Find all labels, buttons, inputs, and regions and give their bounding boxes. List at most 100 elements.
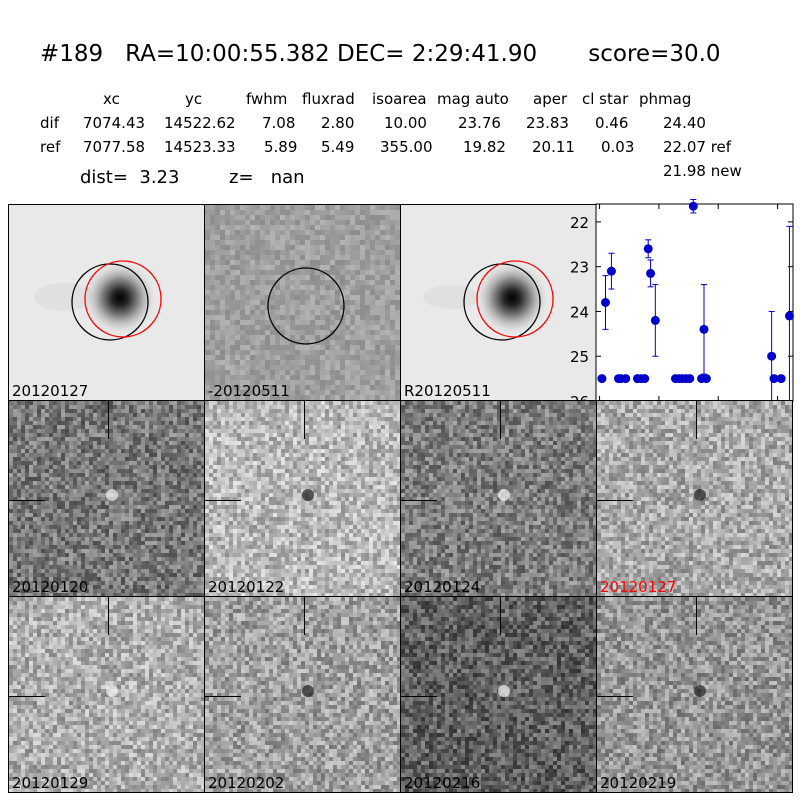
col-mag-auto: mag auto	[437, 90, 509, 108]
panel-label: R20120511	[404, 383, 491, 400]
row-dif-clstar: 0.46	[595, 114, 628, 132]
crosshair-vertical	[696, 597, 697, 635]
ref-r-image	[401, 205, 596, 400]
phmag-new: 21.98 new	[663, 162, 742, 180]
data-point	[600, 298, 610, 307]
candidate-title: #189 RA=10:00:55.382 DEC= 2:29:41.90 sco…	[40, 41, 721, 67]
epoch-cutout-image	[597, 597, 792, 792]
data-point	[776, 374, 786, 384]
panel-label: -20120511	[208, 383, 290, 400]
row-ref-yc: 14523.33	[164, 138, 236, 156]
crosshair-vertical	[304, 597, 305, 635]
diff-image	[205, 205, 400, 400]
image-noise	[9, 401, 204, 596]
col-cl-star: cl star	[582, 90, 628, 108]
col-aper: aper	[533, 90, 567, 108]
data-point	[606, 266, 616, 276]
epoch-date-label: 20120122	[208, 579, 284, 596]
plot-area	[595, 203, 794, 402]
source-blob	[302, 489, 314, 501]
y-tick-label: 24	[570, 303, 589, 321]
epoch-cutout-image	[597, 401, 792, 596]
epoch-date-label: 20120129	[12, 775, 88, 792]
epoch-date-label: 20120127	[600, 579, 676, 596]
epoch-date-label: 20120202	[208, 775, 284, 792]
row-dif-fluxrad: 2.80	[321, 114, 354, 132]
crosshair-horizontal	[205, 696, 241, 697]
row-ref-xc: 7077.58	[83, 138, 145, 156]
epoch-cutout-panel: 20120122	[204, 400, 401, 597]
source-blob	[498, 489, 510, 501]
epoch-cutout-panel: 20120129	[8, 596, 205, 793]
col-yc: yc	[185, 90, 202, 108]
crosshair-horizontal	[205, 500, 241, 501]
image-noise	[401, 597, 596, 792]
light-curve-panel: 2223242526050100150	[570, 199, 794, 422]
epoch-cutout-panel: 20120127	[596, 400, 793, 597]
y-tick-label: 25	[570, 348, 589, 366]
epoch-date-label: 20120216	[404, 775, 480, 792]
ref-aperture-circle	[71, 263, 149, 341]
row-ref-fwhm: 5.89	[264, 138, 297, 156]
data-point	[701, 374, 711, 384]
diff-image-panel: -20120511	[204, 204, 401, 401]
epoch-cutout-image	[401, 597, 596, 792]
image-noise	[9, 597, 204, 792]
epoch-cutout-panel: 20120124	[400, 400, 597, 597]
crosshair-horizontal	[401, 696, 437, 697]
row-dif-xc: 7074.43	[83, 114, 145, 132]
col-fluxrad: fluxrad	[302, 90, 355, 108]
z-readout: z= nan	[229, 167, 305, 188]
crosshair-horizontal	[597, 696, 633, 697]
aperture-circle	[267, 267, 345, 345]
epoch-date-label: 20120120	[12, 579, 88, 596]
crosshair-vertical	[304, 401, 305, 439]
data-point	[597, 374, 607, 384]
crosshair-vertical	[500, 597, 501, 635]
row-ref-name: ref	[40, 138, 60, 156]
ref-image-panel: 20120127	[8, 204, 205, 401]
data-point	[640, 374, 650, 384]
row-ref-isoarea: 355.00	[380, 138, 433, 156]
y-tick-label: 22	[570, 214, 589, 232]
panel-label: 20120127	[12, 383, 88, 400]
col-fwhm: fwhm	[246, 90, 287, 108]
epoch-cutout-image	[401, 401, 596, 596]
crosshair-horizontal	[597, 500, 633, 501]
epoch-cutout-panel: 20120202	[204, 596, 401, 793]
ref-r-image-panel: R20120511	[400, 204, 597, 401]
epoch-cutout-image	[205, 597, 400, 792]
source-blob	[106, 685, 118, 697]
source-blob	[302, 685, 314, 697]
data-point	[688, 201, 698, 211]
row-dif-aper: 23.83	[526, 114, 569, 132]
source-blob	[498, 685, 510, 697]
image-noise	[401, 401, 596, 596]
crosshair-vertical	[108, 597, 109, 635]
source-blob	[694, 489, 706, 501]
epoch-cutout-image	[205, 401, 400, 596]
row-ref-magauto: 19.82	[463, 138, 506, 156]
y-tick-label: 23	[570, 259, 589, 277]
crosshair-vertical	[108, 401, 109, 439]
source-blob	[694, 685, 706, 697]
data-point	[643, 244, 653, 254]
col-isoarea: isoarea	[372, 90, 427, 108]
crosshair-vertical	[500, 401, 501, 439]
epoch-cutout-panel: 20120120	[8, 400, 205, 597]
row-ref-aper: 20.11	[532, 138, 575, 156]
epoch-cutout-panel: 20120216	[400, 596, 597, 793]
crosshair-horizontal	[9, 696, 45, 697]
row-ref-fluxrad: 5.49	[321, 138, 354, 156]
row-dif-phmag: 24.40	[663, 114, 706, 132]
image-noise	[205, 401, 400, 596]
epoch-date-label: 20120219	[600, 775, 676, 792]
col-phmag: phmag	[639, 90, 691, 108]
dif-aperture-circle	[476, 260, 554, 338]
crosshair-vertical	[696, 401, 697, 439]
row-dif-name: dif	[40, 114, 59, 132]
col-xc: xc	[103, 90, 120, 108]
epoch-cutout-image	[9, 597, 204, 792]
source-blob	[106, 489, 118, 501]
image-noise	[597, 597, 792, 792]
